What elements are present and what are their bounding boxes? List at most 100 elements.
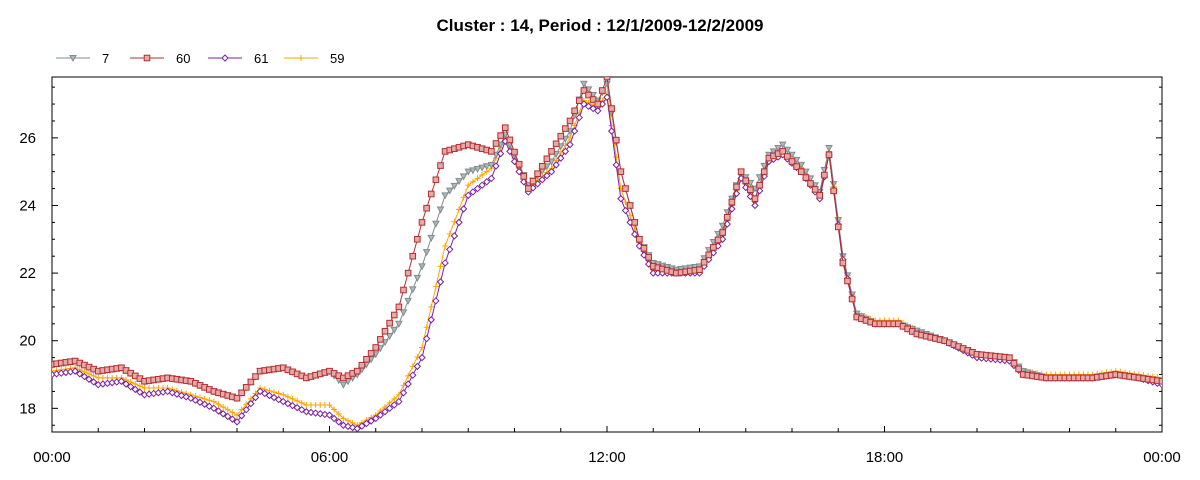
data-point (432, 176, 440, 184)
data-point (793, 163, 800, 170)
data-point (492, 162, 500, 170)
data-point (478, 164, 486, 172)
data-point (423, 204, 430, 212)
data-point (404, 297, 412, 305)
data-point (399, 389, 408, 397)
data-point (325, 411, 334, 419)
data-point (1010, 359, 1018, 367)
data-point (511, 148, 518, 156)
data-point (391, 395, 398, 402)
data-point (400, 382, 407, 389)
data-point (538, 176, 546, 184)
data-point (552, 140, 560, 148)
plot-frame (51, 76, 1163, 433)
legend-item-7: 7 (56, 51, 109, 66)
data-point (432, 283, 439, 290)
data-point (566, 140, 574, 149)
y-tick-label: 26 (19, 130, 36, 147)
data-point (737, 168, 745, 175)
data-point (85, 375, 93, 383)
data-point (210, 398, 217, 405)
data-point (566, 117, 574, 125)
data-point (733, 183, 740, 191)
data-point (469, 167, 477, 175)
chart-title: Cluster : 14, Period : 12/1/2009-12/2/20… (437, 16, 764, 35)
data-point (797, 168, 805, 175)
data-point (450, 182, 459, 190)
data-point (631, 230, 639, 238)
data-point (242, 405, 250, 414)
data-point (219, 410, 227, 418)
data-point (529, 177, 537, 185)
data-point (71, 367, 79, 375)
data-point (436, 206, 445, 214)
data-point (52, 368, 55, 375)
data-point (465, 182, 472, 189)
data-point (459, 205, 468, 213)
data-point (80, 372, 89, 381)
data-point (497, 132, 504, 139)
data-point (469, 178, 476, 185)
data-point (603, 93, 611, 101)
data-point (228, 415, 237, 423)
data-point (413, 274, 422, 282)
data-point (409, 371, 417, 379)
data-point (404, 269, 412, 277)
data-point (557, 154, 565, 162)
data-point (570, 127, 579, 135)
data-point (589, 96, 597, 103)
data-point (473, 165, 482, 174)
data-point (302, 408, 311, 416)
data-point (367, 350, 375, 357)
data-point (464, 168, 473, 176)
data-point (117, 377, 126, 385)
data-point (617, 168, 625, 175)
data-point (719, 229, 726, 236)
data-point (377, 336, 384, 343)
data-point (294, 397, 301, 404)
data-point (275, 390, 282, 397)
data-point (437, 162, 444, 169)
data-point (488, 148, 495, 155)
x-tick-label: 00:00 (33, 449, 71, 466)
data-point (247, 399, 255, 408)
data-point (543, 155, 551, 163)
data-point (238, 389, 245, 397)
data-point (751, 195, 759, 203)
data-point (385, 404, 394, 413)
data-point (742, 177, 750, 184)
data-point (459, 173, 468, 181)
data-point (399, 309, 408, 317)
legend-marker (298, 55, 304, 61)
data-point (395, 391, 402, 398)
data-point (700, 258, 708, 266)
data-point (395, 320, 403, 328)
data-point (515, 160, 523, 168)
legend-item-61: 61 (208, 51, 268, 66)
data-point (214, 407, 223, 415)
legend-item-59: 59 (284, 51, 344, 66)
data-point (728, 198, 736, 206)
data-point (386, 319, 393, 327)
data-point (428, 303, 435, 310)
data-point (474, 175, 481, 182)
data-point (252, 373, 259, 380)
data-point (206, 397, 213, 404)
data-point (331, 406, 338, 413)
data-point (496, 149, 505, 158)
series-60 (52, 77, 1162, 402)
data-point (571, 107, 578, 115)
y-tick-label: 24 (19, 197, 36, 214)
data-point (210, 404, 218, 413)
data-point (473, 184, 482, 193)
data-point (330, 414, 338, 423)
data-point (621, 206, 630, 215)
data-point (617, 195, 625, 203)
legend: 7 60 61 59 (56, 51, 344, 66)
data-point (233, 418, 241, 426)
data-point (381, 327, 389, 335)
data-point (830, 187, 837, 195)
data-point (422, 334, 431, 343)
data-point (136, 383, 143, 390)
